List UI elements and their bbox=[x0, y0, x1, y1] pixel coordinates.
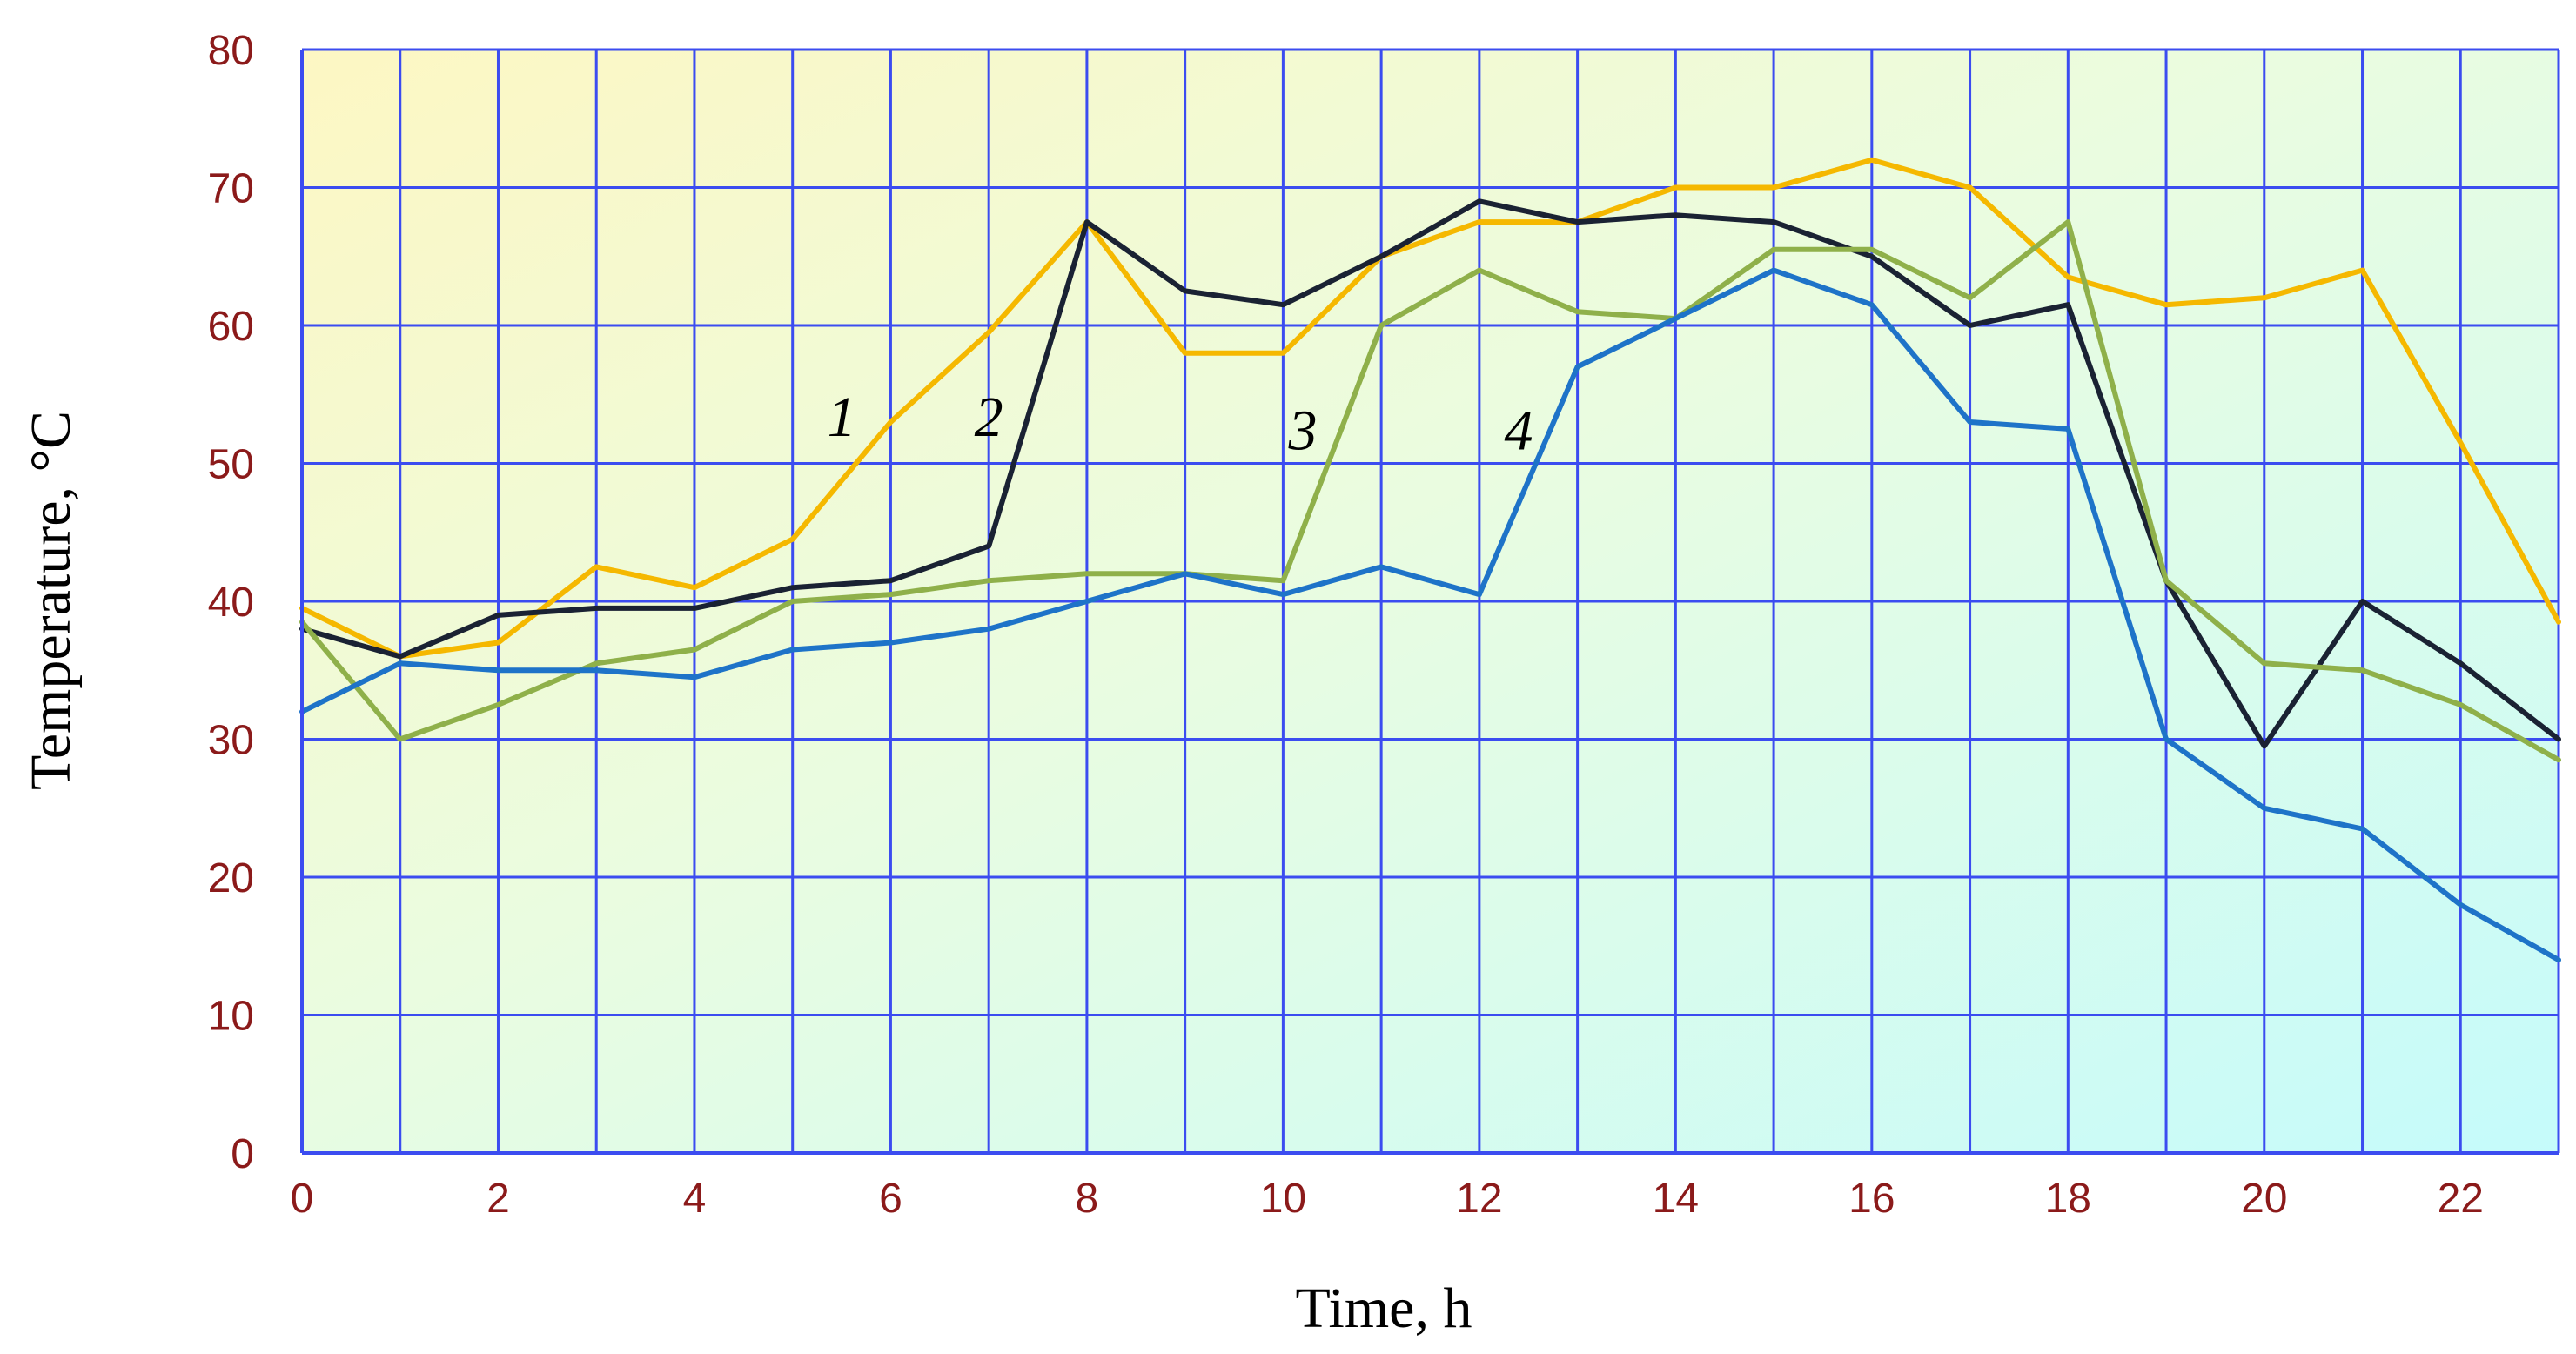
series-3-line bbox=[299, 219, 2561, 763]
x-tick-label: 20 bbox=[2241, 1176, 2287, 1222]
x-tick-label: 12 bbox=[1456, 1176, 1502, 1222]
series-4-line bbox=[299, 267, 2561, 963]
x-tick-label: 22 bbox=[2438, 1176, 2484, 1222]
y-tick-label: 30 bbox=[208, 718, 254, 764]
y-tick-label: 70 bbox=[208, 166, 254, 212]
x-tick-label: 6 bbox=[879, 1176, 902, 1222]
x-axis-title: Time, h bbox=[1296, 1277, 1472, 1340]
y-tick-label: 10 bbox=[208, 994, 254, 1040]
series-2-line bbox=[299, 198, 2561, 749]
x-tick-label: 18 bbox=[2045, 1176, 2091, 1222]
x-tick-label: 10 bbox=[1260, 1176, 1306, 1222]
y-tick-label: 40 bbox=[208, 580, 254, 626]
x-tick-label: 4 bbox=[683, 1176, 707, 1222]
y-axis-title: Temperature, °C bbox=[19, 411, 83, 790]
y-tick-labels: 0 10 20 30 40 50 60 70 80 bbox=[208, 28, 254, 1177]
x-tick-label: 0 bbox=[291, 1176, 314, 1222]
curve-label-3: 3 bbox=[1287, 399, 1317, 463]
x-tick-label: 8 bbox=[1076, 1176, 1099, 1222]
x-tick-labels: 0 2 4 6 8 10 12 14 16 18 20 22 bbox=[291, 1176, 2484, 1222]
x-tick-label: 16 bbox=[1848, 1176, 1895, 1222]
curve-labels: 1 2 3 4 bbox=[828, 385, 1533, 463]
series-1-line bbox=[299, 157, 2561, 660]
y-tick-label: 80 bbox=[208, 28, 254, 74]
curve-label-4: 4 bbox=[1504, 399, 1533, 463]
y-tick-label: 20 bbox=[208, 855, 254, 902]
y-tick-label: 60 bbox=[208, 304, 254, 350]
y-tick-label: 0 bbox=[231, 1131, 254, 1177]
data-series bbox=[299, 157, 2561, 963]
x-tick-label: 2 bbox=[486, 1176, 510, 1222]
curve-label-1: 1 bbox=[828, 385, 856, 449]
curve-label-2: 2 bbox=[975, 385, 1003, 449]
x-tick-label: 14 bbox=[1653, 1176, 1699, 1222]
y-tick-label: 50 bbox=[208, 442, 254, 488]
